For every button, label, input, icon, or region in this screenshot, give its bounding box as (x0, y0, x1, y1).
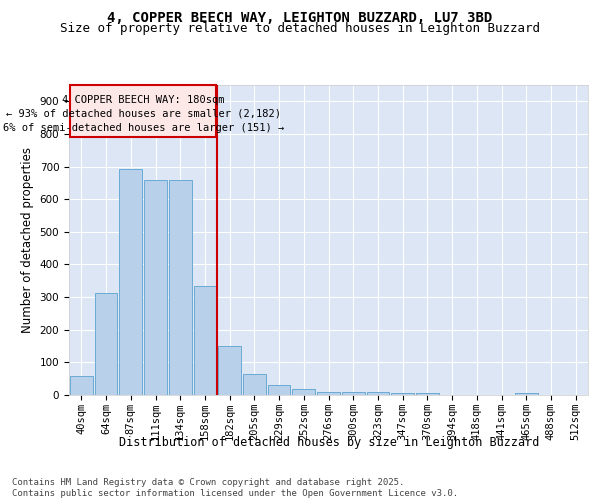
Bar (119, 169, 142, 395)
Y-axis label: Number of detached properties: Number of detached properties (21, 147, 34, 333)
Text: Size of property relative to detached houses in Leighton Buzzard: Size of property relative to detached ho… (60, 22, 540, 35)
Text: ← 93% of detached houses are smaller (2,182): ← 93% of detached houses are smaller (2,… (5, 108, 281, 118)
Bar (169, 180, 191, 395)
Bar (70, 376, 93, 395)
Bar (391, 394, 414, 395)
Text: Contains HM Land Registry data © Crown copyright and database right 2025.
Contai: Contains HM Land Registry data © Crown c… (12, 478, 458, 498)
Text: 4, COPPER BEECH WAY, LEIGHTON BUZZARD, LU7 3BD: 4, COPPER BEECH WAY, LEIGHTON BUZZARD, L… (107, 11, 493, 25)
Bar (144, 180, 167, 395)
Bar (367, 392, 389, 395)
Text: Distribution of detached houses by size in Leighton Buzzard: Distribution of detached houses by size … (119, 436, 539, 449)
Bar (292, 389, 315, 395)
Bar (342, 392, 365, 395)
Bar (194, 286, 216, 395)
Bar (515, 394, 538, 395)
Bar (268, 384, 290, 395)
Bar (95, 293, 118, 395)
Bar (317, 392, 340, 395)
Bar (243, 374, 266, 395)
Text: 4 COPPER BEECH WAY: 180sqm: 4 COPPER BEECH WAY: 180sqm (62, 94, 224, 104)
Bar (416, 394, 439, 395)
Bar (218, 346, 241, 395)
FancyBboxPatch shape (70, 85, 216, 137)
Text: 6% of semi-detached houses are larger (151) →: 6% of semi-detached houses are larger (1… (2, 123, 284, 133)
